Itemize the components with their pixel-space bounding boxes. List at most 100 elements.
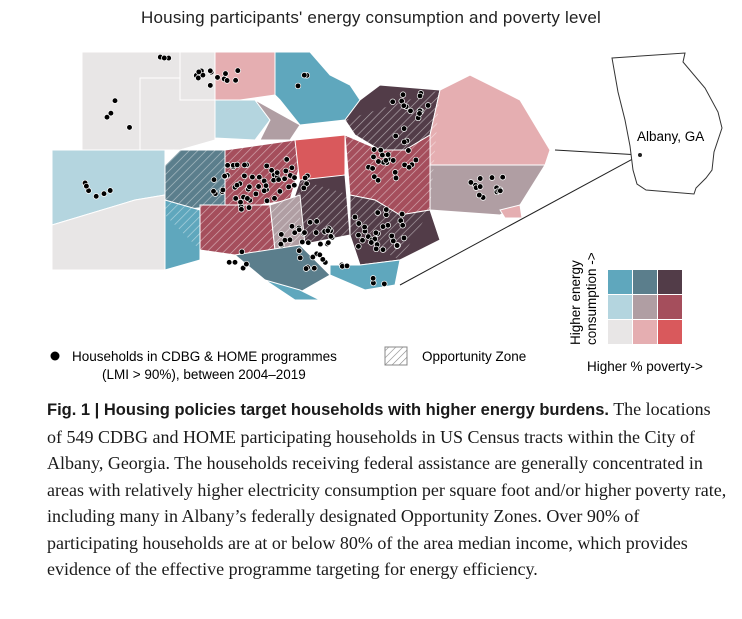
household-dot — [246, 183, 253, 190]
household-dot — [381, 280, 388, 288]
tract-north-teal — [274, 51, 361, 126]
cell-low-energy-mid-poverty — [633, 320, 657, 344]
household-dot — [277, 240, 284, 248]
household-dot — [107, 187, 114, 194]
household-dot — [223, 77, 231, 84]
household-dot — [126, 124, 133, 131]
household-dot — [291, 182, 298, 189]
cell-mid-energy-low-poverty — [608, 295, 632, 319]
household-dot — [313, 218, 320, 225]
household-dot — [388, 232, 395, 240]
household-dot — [316, 251, 323, 258]
household-dot — [319, 256, 326, 263]
household-dot — [370, 146, 378, 153]
household-dot — [296, 226, 303, 233]
household-dot — [261, 187, 268, 194]
household-dot — [383, 206, 390, 213]
census-tracts — [51, 51, 551, 301]
household-dot — [400, 125, 408, 132]
household-dot — [398, 210, 406, 218]
cell-high-energy-low-poverty — [608, 270, 632, 294]
map-title: Housing participants' energy consumption… — [141, 8, 601, 27]
household-dot — [301, 72, 308, 79]
household-dot — [369, 165, 376, 172]
household-dot — [405, 164, 413, 171]
household-dot — [390, 237, 397, 245]
household-dot — [309, 253, 316, 261]
tract-ne-pink — [429, 74, 551, 166]
household-dot — [300, 184, 307, 192]
household-dot — [219, 186, 227, 194]
household-dot — [303, 180, 310, 187]
cell-mid-energy-high-poverty — [658, 295, 682, 319]
household-dot — [233, 182, 241, 189]
household-dot — [375, 158, 382, 165]
household-dot — [467, 179, 475, 186]
household-dot — [294, 82, 302, 90]
household-dot — [103, 114, 111, 121]
y-axis-label-2: consumption -> — [584, 252, 599, 345]
household-dot — [351, 213, 359, 221]
household-dot — [237, 199, 244, 206]
tract-east-small-pink — [499, 204, 523, 219]
household-dot — [389, 98, 396, 105]
household-dot — [296, 247, 303, 254]
tract-south-teal — [264, 279, 321, 301]
inset-label: Albany, GA — [637, 129, 704, 144]
household-dot — [243, 260, 250, 268]
household-dot — [199, 71, 207, 79]
household-dot — [288, 164, 296, 171]
household-dot — [393, 242, 401, 249]
household-dot — [401, 138, 408, 146]
inset-map: Albany, GA — [399, 52, 723, 286]
albany-map: Albany, GA Higher energy consumption -> … — [50, 51, 723, 382]
household-dot — [241, 161, 248, 169]
household-dot — [93, 193, 100, 200]
household-dot — [424, 102, 432, 109]
household-dot — [370, 153, 377, 161]
household-dot — [282, 167, 289, 175]
household-dot — [373, 245, 380, 253]
figure-caption: Fig. 1 | Housing policies target househo… — [47, 396, 727, 583]
household-dot — [382, 157, 390, 164]
household-dot — [111, 97, 119, 104]
households-legend-line1: Households in CDBG & HOME programmes — [72, 349, 337, 364]
household-dot — [416, 110, 423, 117]
household-dot — [355, 231, 362, 239]
household-dot — [271, 195, 278, 202]
tract-south-teal-dark — [233, 244, 331, 296]
caption-text: The locations of 549 CDBG and HOME parti… — [47, 399, 727, 579]
household-dot — [214, 74, 221, 81]
household-dot — [392, 132, 399, 140]
household-dot — [278, 231, 285, 238]
household-dot — [359, 237, 366, 244]
household-dot — [245, 204, 253, 211]
household-dot — [379, 246, 387, 253]
household-dot — [305, 239, 312, 246]
households-legend-line2: (LMI > 90%), between 2004–2019 — [102, 367, 306, 382]
household-dot — [400, 102, 407, 109]
household-dot — [283, 156, 290, 163]
household-dot — [297, 254, 304, 262]
household-dots — [81, 53, 506, 288]
household-dot — [488, 174, 496, 181]
opportunity-zones — [165, 90, 440, 260]
household-dot — [355, 220, 362, 227]
household-dot — [412, 156, 420, 164]
georgia-outline — [611, 52, 723, 195]
x-axis-label: Higher % poverty-> — [587, 359, 703, 374]
household-dot — [232, 195, 239, 202]
household-dot — [234, 161, 241, 169]
household-dot-icon — [50, 351, 60, 361]
household-dot — [371, 173, 378, 180]
household-dot — [224, 162, 231, 169]
household-dot — [311, 265, 318, 272]
household-dot — [252, 190, 260, 198]
household-dot — [241, 172, 248, 180]
household-dot — [399, 222, 406, 229]
household-dot — [302, 174, 309, 182]
household-dot — [325, 239, 332, 246]
household-dot — [379, 223, 387, 230]
household-dot — [477, 175, 484, 182]
household-dot — [238, 206, 245, 213]
